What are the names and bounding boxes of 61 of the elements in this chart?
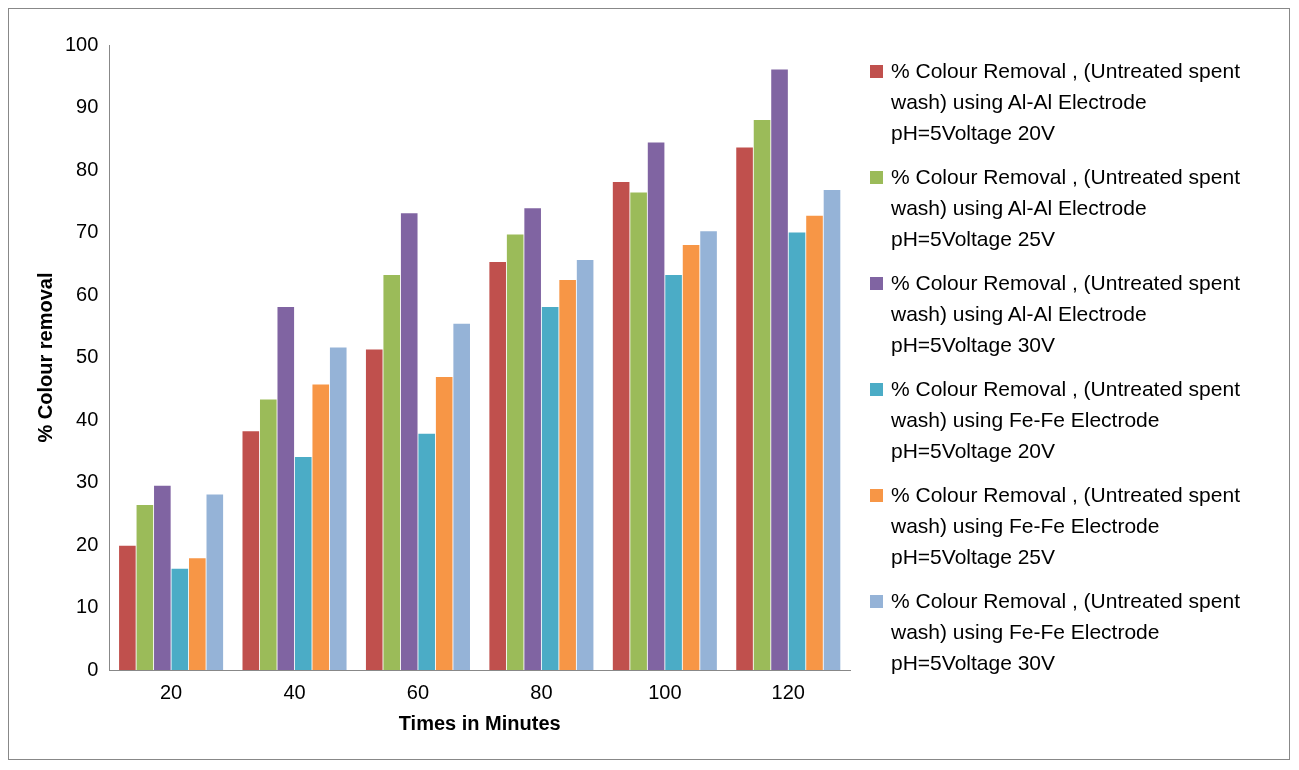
bar	[736, 147, 753, 670]
bar	[806, 215, 823, 670]
x-tick-label: 20	[159, 680, 183, 703]
bar	[576, 260, 594, 670]
bar	[312, 384, 330, 670]
bar	[788, 232, 806, 670]
y-tick-label: 90	[76, 95, 99, 118]
y-tick-label: 20	[76, 532, 99, 555]
bar	[700, 231, 717, 670]
bar	[665, 275, 682, 670]
bar	[823, 190, 841, 670]
legend-label: % Colour Removal , (Untreated spent wash) using Fe-Fe Electrode pH=5Voltage 25V	[891, 482, 1241, 570]
bar	[242, 431, 260, 670]
bar	[453, 323, 470, 670]
bar	[365, 349, 383, 670]
bar	[119, 545, 136, 670]
bar	[612, 181, 630, 670]
x-tick-label: 120	[771, 680, 805, 703]
y-tick-label: 0	[87, 657, 99, 680]
legend-label: % Colour Removal , (Untreated spent wash) using Al-Al Electrode pH=5Voltage 25V	[891, 164, 1241, 252]
x-tick-label: 80	[530, 680, 553, 703]
y-tick-label: 70	[76, 220, 99, 243]
bar	[154, 485, 171, 670]
x-axis-title: Times in Minutes	[398, 711, 561, 734]
y-tick-label: 40	[76, 407, 99, 430]
bar	[418, 433, 436, 670]
bar	[171, 568, 189, 670]
bar	[489, 261, 506, 670]
y-tick-label: 30	[76, 470, 99, 493]
bar	[189, 558, 206, 670]
bar	[771, 69, 788, 670]
legend-label: % Colour Removal , (Untreated spent wash) using Fe-Fe Electrode pH=5Voltage 30V	[891, 588, 1241, 676]
bar	[206, 494, 224, 670]
y-tick-label: 50	[76, 345, 99, 368]
bar	[294, 456, 312, 670]
bar	[559, 280, 576, 670]
bar	[136, 505, 154, 670]
y-tick-label: 60	[76, 282, 99, 305]
y-tick-label: 80	[76, 157, 99, 180]
y-axis-title: % Colour removal	[33, 272, 56, 443]
bar	[753, 120, 771, 670]
bar	[400, 213, 418, 670]
x-tick-label: 40	[283, 680, 306, 703]
bar	[329, 347, 347, 670]
bar	[277, 306, 295, 670]
y-tick-label: 100	[64, 32, 99, 55]
bar	[541, 306, 559, 670]
bar	[383, 275, 401, 670]
bar	[435, 376, 453, 670]
y-tick-label: 10	[76, 595, 99, 618]
bar	[682, 245, 700, 670]
x-tick-label: 60	[406, 680, 430, 703]
bar	[647, 142, 665, 670]
x-tick-label: 100	[648, 680, 682, 703]
bar	[259, 399, 277, 670]
legend-label: % Colour Removal , (Untreated spent wash) using Al-Al Electrode pH=5Voltage 30V	[891, 270, 1241, 358]
bar	[506, 234, 524, 670]
legend-label: % Colour Removal , (Untreated spent wash) using Fe-Fe Electrode pH=5Voltage 20V	[891, 376, 1241, 464]
legend-label: % Colour Removal , (Untreated spent wash) using Al-Al Electrode pH=5Voltage 20V	[891, 58, 1241, 146]
bar	[630, 192, 647, 670]
bar	[524, 208, 541, 670]
